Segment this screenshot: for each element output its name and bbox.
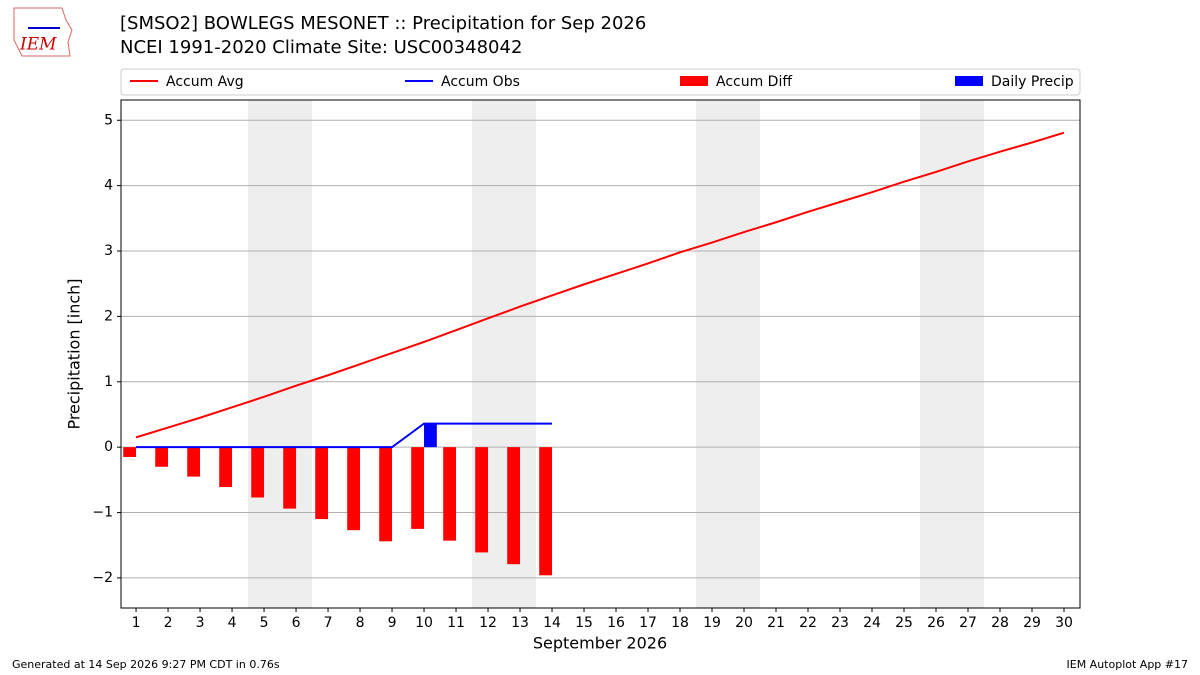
legend-label: Daily Precip [991,74,1074,90]
x-tick-label: 18 [671,615,689,631]
x-tick-label: 9 [388,615,397,631]
y-axis-label: Precipitation [inch] [65,278,84,429]
x-tick-label: 8 [356,615,365,631]
footer-right: IEM Autoplot App #17 [1067,658,1189,671]
chart-title: [SMSO2] BOWLEGS MESONET :: Precipitation… [120,13,646,34]
x-tick-label: 3 [196,615,205,631]
weekend-band [920,100,985,608]
x-tick-label: 26 [927,615,945,631]
x-tick-label: 29 [1023,615,1041,631]
y-tick-label: 0 [104,439,113,455]
legend-label: Accum Avg [166,74,244,90]
y-tick-label: 5 [104,112,113,128]
weekend-band [248,100,313,608]
bar [187,447,201,477]
x-tick-label: 27 [959,615,977,631]
y-tick-label: 2 [104,308,113,324]
bar [411,447,425,529]
y-tick-label: 3 [104,243,113,259]
line [135,131,1065,439]
chart-subtitle: NCEI 1991-2020 Climate Site: USC00348042 [120,37,522,58]
bar [424,423,437,448]
y-tick-label: −1 [92,505,113,521]
x-tick-label: 4 [228,615,237,631]
x-tick-label: 25 [895,615,913,631]
bar [315,447,329,520]
bar [283,447,297,509]
bar [475,447,489,553]
x-tick-label: 30 [1055,615,1073,631]
x-tick-label: 17 [639,615,657,631]
x-tick-label: 13 [511,615,529,631]
y-tick-label: 1 [104,374,113,390]
x-tick-label: 15 [575,615,593,631]
legend-swatch [955,76,983,86]
legend-label: Accum Diff [716,74,792,90]
logo-outline [13,7,73,57]
x-tick-label: 10 [415,615,433,631]
bar [379,447,393,542]
bar [507,447,521,565]
legend-swatch [680,76,708,86]
x-tick-label: 23 [831,615,849,631]
x-tick-label: 12 [479,615,497,631]
bar [123,447,137,457]
x-tick-label: 11 [447,615,465,631]
x-tick-label: 14 [543,615,561,631]
y-tick-label: 4 [104,178,113,194]
bar [155,447,169,467]
bar [443,447,457,541]
line [136,422,553,449]
bar [219,447,233,488]
y-tick-label: −2 [92,570,113,586]
x-tick-label: 1 [132,615,141,631]
x-tick-label: 28 [991,615,1009,631]
x-tick-label: 16 [607,615,625,631]
x-tick-label: 2 [164,615,173,631]
bar [347,447,361,531]
bar [251,447,265,498]
legend-label: Accum Obs [441,74,520,90]
legend: Accum Avg Accum Obs Accum Diff Daily Precip [120,68,1081,96]
x-axis-label: September 2026 [533,634,667,653]
x-tick-label: 24 [863,615,881,631]
logo: IEM [13,7,73,57]
footer-left: Generated at 14 Sep 2026 9:27 PM CDT in … [12,658,280,671]
bar [539,447,553,576]
weekend-band [696,100,761,608]
logo-text: IEM [19,35,57,55]
x-tick-label: 20 [735,615,753,631]
x-tick-label: 6 [292,615,301,631]
x-tick-label: 22 [799,615,817,631]
x-tick-label: 19 [703,615,721,631]
x-tick-label: 21 [767,615,785,631]
plot-frame [120,99,1081,609]
legend-box [120,68,1081,96]
x-tick-label: 7 [324,615,333,631]
x-tick-label: 5 [260,615,269,631]
